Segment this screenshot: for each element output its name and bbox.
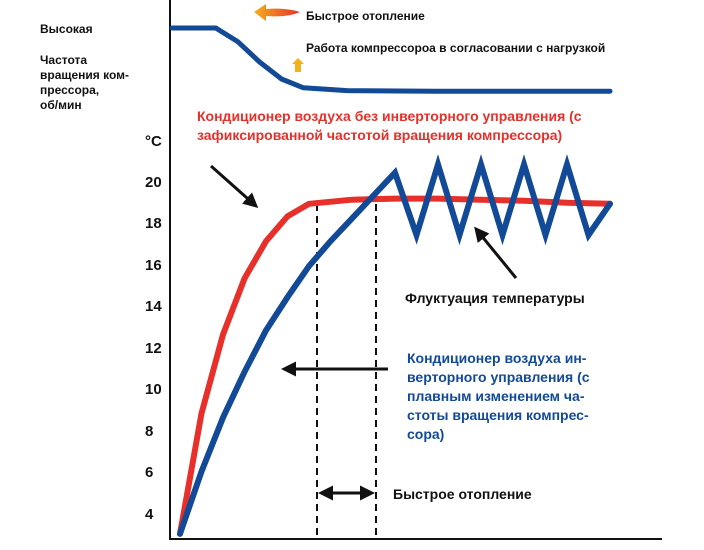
inverter-label-line-4: стоты вращения компрес- [407, 407, 589, 423]
y-tick-6: 6 [145, 464, 153, 481]
fluctuation-pointer-arrow [474, 226, 518, 279]
compressor-ylabel-line-3: прессора, [40, 83, 99, 97]
fast-heating-icon [254, 4, 300, 21]
inverter-label-line-1: Кондиционер воздуха ин- [407, 350, 587, 366]
compressor-speed-line [169, 25, 613, 94]
y-tick-10: 10 [145, 381, 162, 398]
fast-heating-top-label: Быстрое отопление [306, 9, 425, 23]
inverter-label-line-2: верторного управления (с [407, 369, 590, 385]
y-tick-12: 12 [145, 340, 162, 357]
non-inverter-series-line [177, 195, 613, 537]
y-tick-16: 16 [145, 257, 162, 274]
y-tick-4: 4 [145, 506, 154, 523]
fluctuation-label: Флуктуация температуры [405, 290, 585, 306]
inverter-label-line-5: сора) [407, 426, 444, 442]
fast-heating-bottom-label: Быстрое отопление [393, 486, 532, 502]
compressor-ylabel-line-1: Частота [40, 53, 87, 67]
non-inverter-pointer-arrow [210, 164, 259, 208]
y-unit-label: °C [145, 133, 162, 150]
non-inverter-label-line-2: зафиксированной частотой вращения компре… [197, 127, 562, 143]
y-tick-14: 14 [145, 298, 162, 315]
non-inverter-label-line-1: Кондиционер воздуха без инверторного упр… [197, 108, 582, 124]
compressor-ylabel-line-4: об/мин [40, 98, 82, 112]
inverter-series-line [177, 154, 613, 537]
y-tick-18: 18 [145, 215, 162, 232]
inverter-label-line-3: плавным изменением ча- [407, 388, 585, 404]
y-tick-20: 20 [145, 174, 162, 191]
compressor-load-label: Работа компрессороа в согласовании с наг… [306, 41, 605, 55]
load-arrow-icon [292, 58, 304, 72]
compressor-level-label: Высокая [40, 22, 93, 36]
compressor-ylabel-line-2: вращения ком- [40, 68, 129, 82]
y-tick-8: 8 [145, 423, 153, 440]
